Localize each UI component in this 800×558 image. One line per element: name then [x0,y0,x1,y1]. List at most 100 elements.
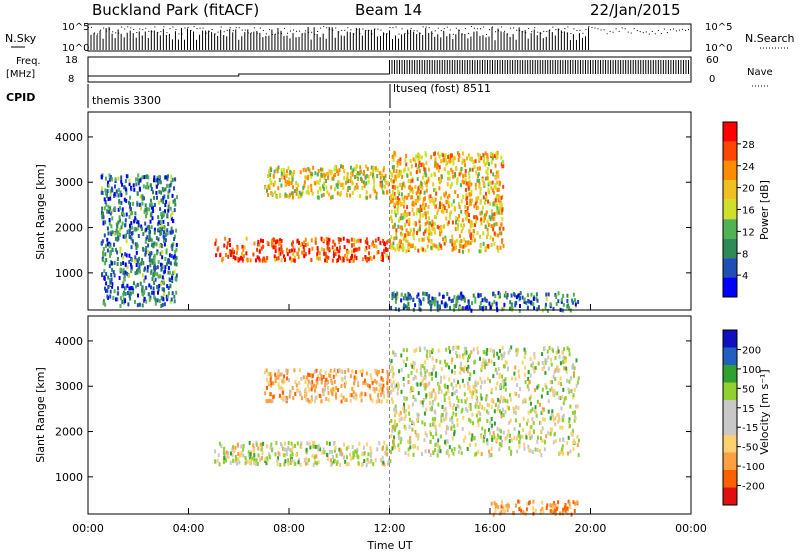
noise-search-mark [555,29,557,31]
noise-search-mark [507,33,509,35]
noise-search-mark [94,32,96,34]
noise-search-mark [549,29,551,31]
noise-search-mark [199,27,201,29]
noise-search-mark [365,30,367,32]
noise-search-mark [193,26,195,28]
noise-search-mark [296,30,298,32]
colorbar-segment [723,238,737,259]
noise-search-mark [115,32,117,34]
noise-search-mark [630,32,632,34]
colorbar-segment [723,330,737,348]
colorbar-tick-label: 16 [742,206,755,217]
noise-search-mark [262,29,264,31]
noise-search-mark [678,29,680,31]
colorbar-tick-label: -200 [742,482,765,493]
noise-search-mark [223,31,225,33]
noise-search-mark [362,28,364,30]
colorbar-segment [723,180,737,200]
noise-search-mark [103,27,105,29]
colorbar-tick-label: 100 [742,365,761,376]
noise-search-mark [314,33,316,35]
noise-search-mark [97,33,99,35]
noise-search-mark [88,26,89,28]
noise-search-mark [323,26,325,28]
noise-search-mark [488,29,490,31]
freq-unit-label: [MHz] [6,69,35,80]
noise-search-mark [495,31,497,33]
noise-search-mark [202,27,204,29]
nave-label: Nave [747,67,773,78]
echo-region-1 [214,236,391,264]
freq-trace-themis [88,73,390,77]
noise-search-mark [305,30,307,32]
noise-search-mark [359,33,361,35]
ytick-label: 1000 [55,471,83,484]
colorbar-frame [722,329,738,506]
noise-search-mark [585,29,587,31]
noise-search-mark [311,31,313,33]
noise-search-mark [543,30,545,32]
echo-region-0 [100,173,178,308]
xtick-label: 04:00 [173,522,205,535]
noise-search-mark [232,30,234,32]
noise-search-mark [106,30,108,32]
noise-search-mark [205,32,207,34]
noise-search-mark [609,31,611,33]
noise-search-mark [552,26,554,28]
noise-search-mark [519,29,521,31]
echo-region-3 [490,499,579,517]
colorbar-tick-label: 200 [742,345,761,356]
noise-search-mark [449,29,451,31]
colorbar-segment [723,470,737,488]
noise-search-mark [169,28,171,30]
noise-search-mark [238,27,240,29]
noise-search-mark [513,27,515,29]
noise-search-mark [389,26,391,28]
noise-search-mark [166,32,168,34]
noise-search-mark [558,29,560,31]
noise-search-mark [154,26,156,28]
noise-search-mark [501,26,503,28]
noise-search-mark [139,28,141,30]
noise-search-mark [639,31,641,33]
noise-search-mark [485,33,487,35]
frequency-panel: 18 8 60 0 Freq. [MHz] Nave [6,55,773,87]
colorbar-segment [723,277,737,297]
noise-tick-bottom-right: 10^0 [705,43,732,54]
colorbar-segment [723,122,737,142]
noise-search-mark [597,28,599,30]
noise-search-mark [253,27,255,29]
noise-search-mark [392,27,394,29]
noise-search-mark [534,27,536,29]
noise-search-mark [687,29,689,31]
ytick-label: 3000 [55,176,83,189]
colorbar-segment [723,141,737,161]
noise-search-mark [413,30,415,32]
power-colorbar-label: Power [dB] [758,180,771,240]
nsky-label: N.Sky [5,32,37,45]
noise-search-mark [208,31,210,33]
colorbar-tick-label: 12 [742,227,755,238]
noise-search-mark [320,27,322,29]
noise-search-mark [476,28,478,30]
noise-search-mark [332,29,334,31]
noise-search-mark [344,29,346,31]
noise-search-mark [235,27,237,29]
noise-search-mark [109,28,111,30]
colorbar-tick-label: 24 [742,162,755,173]
noise-search-mark [663,28,665,30]
velocity-colorbar-label: Velocity [m s⁻¹] [758,369,771,454]
ytick-label: 2000 [55,426,83,439]
velocity-panel: 1000 2000 3000 4000 Slant Range [km] [34,315,692,517]
noise-search-mark [636,30,638,32]
cpid-label: CPID [6,91,35,104]
noise-search-mark [419,32,421,34]
noise-search-mark [422,26,424,28]
noise-search-mark [482,26,484,28]
noise-search-mark [401,28,403,30]
noise-search-mark [681,28,683,30]
noise-search-mark [353,33,355,35]
colorbar-segment [723,487,737,505]
noise-search-mark [540,32,542,34]
